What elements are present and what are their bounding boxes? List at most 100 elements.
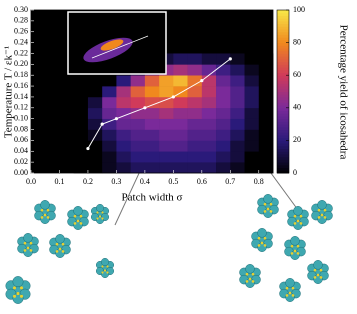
x-tick-label: 0.5: [168, 177, 178, 186]
patch: [101, 271, 104, 274]
patch: [313, 276, 317, 279]
patch: [266, 207, 270, 211]
heatmap-cell: [102, 75, 117, 87]
patch: [313, 268, 317, 272]
particle: [40, 200, 50, 210]
particle: [313, 260, 323, 270]
patch: [79, 222, 83, 225]
heatmap-cell: [201, 53, 217, 65]
x-tick-label: 0.3: [111, 177, 121, 186]
heatmap-cell: [87, 140, 103, 152]
heatmap-cell: [73, 129, 89, 141]
colorbar-segment: [277, 53, 289, 57]
colorbar-segment: [277, 140, 289, 144]
line-point: [171, 95, 175, 99]
heatmap-cell: [73, 140, 89, 152]
patch: [257, 236, 261, 240]
heatmap-cell: [216, 118, 231, 130]
colorbar-segment: [277, 61, 289, 65]
heatmap-cell: [258, 129, 274, 141]
heatmap-cell: [159, 162, 174, 174]
cluster: [284, 236, 306, 260]
particle: [317, 200, 327, 210]
heatmap-cell: [244, 64, 260, 76]
heatmap-cell: [173, 151, 188, 163]
colorbar-segment: [277, 56, 289, 60]
colorbar-tick-label: 40: [293, 103, 301, 112]
heatmap-cell: [173, 53, 188, 65]
heatmap-cell: [73, 151, 89, 163]
particle: [23, 233, 33, 243]
patch: [317, 216, 321, 219]
heatmap-cell: [73, 118, 89, 130]
colorbar-segment: [277, 69, 289, 73]
patch: [29, 249, 33, 252]
patch: [106, 265, 109, 268]
cluster: [67, 206, 89, 230]
heatmap-cell: [244, 151, 260, 163]
y-tick-label: 0.20: [14, 59, 28, 68]
heatmap-cell: [216, 75, 231, 87]
patch: [320, 213, 324, 217]
heatmap-cell: [173, 118, 188, 130]
heatmap-cell: [216, 129, 231, 141]
y-tick-label: 0.04: [14, 146, 28, 155]
colorbar-tick-label: 60: [293, 70, 301, 79]
heatmap-cell: [73, 96, 89, 109]
heatmap-cell: [159, 86, 174, 98]
patch: [257, 244, 261, 247]
heatmap-cell: [230, 86, 245, 98]
colorbar-segment: [277, 31, 289, 35]
heatmap-cell: [244, 140, 260, 152]
colorbar-segment: [277, 18, 289, 22]
heatmap-cell: [230, 140, 245, 152]
patch: [296, 244, 300, 248]
x-tick-label: 0.4: [140, 177, 150, 186]
patch: [58, 247, 62, 251]
heatmap-cell: [187, 129, 203, 141]
heatmap-cell: [130, 107, 146, 119]
heatmap-cell: [230, 129, 245, 141]
heatmap-cell: [73, 75, 89, 87]
heatmap-cell: [144, 151, 160, 163]
heatmap-cell: [201, 118, 217, 130]
patch: [293, 249, 297, 253]
patch: [46, 208, 50, 212]
heatmap-cell: [216, 151, 231, 163]
colorbar-segment: [277, 167, 289, 171]
colorbar-segment: [277, 37, 289, 41]
heatmap-cell: [258, 107, 274, 119]
patch: [101, 217, 104, 220]
heatmap-cell: [159, 96, 174, 109]
heatmap-cell: [73, 107, 89, 119]
heatmap-cell: [187, 86, 203, 98]
patch: [46, 216, 50, 219]
heatmap-cell: [116, 118, 131, 130]
colorbar-segment: [277, 105, 289, 109]
heatmap-cell: [187, 96, 203, 109]
colorbar-tick-label: 20: [293, 135, 301, 144]
particle: [263, 194, 273, 204]
heatmap-cell: [230, 75, 245, 87]
cluster: [279, 278, 301, 302]
heatmap-cell: [144, 129, 160, 141]
heatmap-cell: [230, 96, 245, 109]
heatmap-cell: [187, 75, 203, 87]
colorbar-segment: [277, 145, 289, 150]
heatmap-cell: [258, 151, 274, 163]
heatmap-cell: [244, 162, 260, 174]
colorbar-segment: [277, 153, 289, 158]
heatmap-cell: [173, 107, 188, 119]
colorbar-segment: [277, 10, 289, 14]
heatmap-cell: [144, 107, 160, 119]
heatmap-cell: [116, 96, 131, 109]
colorbar-segment: [277, 113, 289, 117]
cluster: [311, 200, 333, 224]
patch: [296, 252, 300, 255]
x-tick-label: 0.2: [83, 177, 93, 186]
patch: [106, 271, 109, 274]
patch: [101, 211, 104, 214]
colorbar-segment: [277, 164, 289, 169]
y-tick-label: 0.00: [14, 168, 28, 177]
